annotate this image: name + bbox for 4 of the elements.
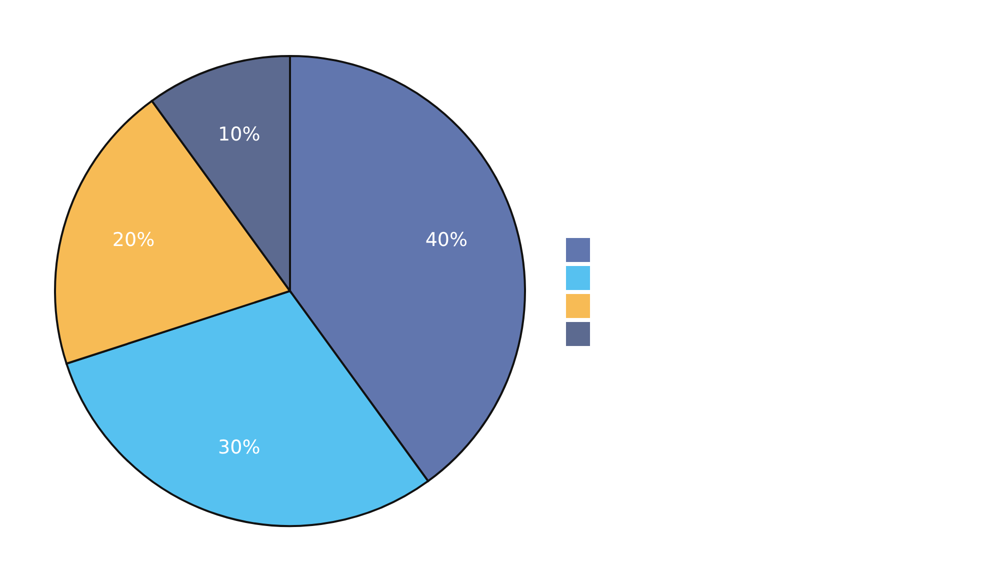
data-label: 40% — [425, 229, 468, 252]
data-label: 30% — [218, 436, 260, 458]
data-label: 20% — [112, 229, 155, 252]
data-label: 10% — [218, 124, 260, 146]
